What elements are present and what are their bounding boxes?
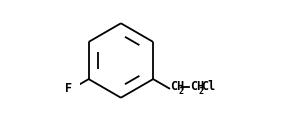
Text: 2: 2 xyxy=(179,87,184,96)
Text: F: F xyxy=(65,82,72,95)
Text: Cl: Cl xyxy=(201,80,215,93)
Text: CH: CH xyxy=(190,80,204,93)
Text: 2: 2 xyxy=(199,87,204,96)
Text: CH: CH xyxy=(170,80,184,93)
